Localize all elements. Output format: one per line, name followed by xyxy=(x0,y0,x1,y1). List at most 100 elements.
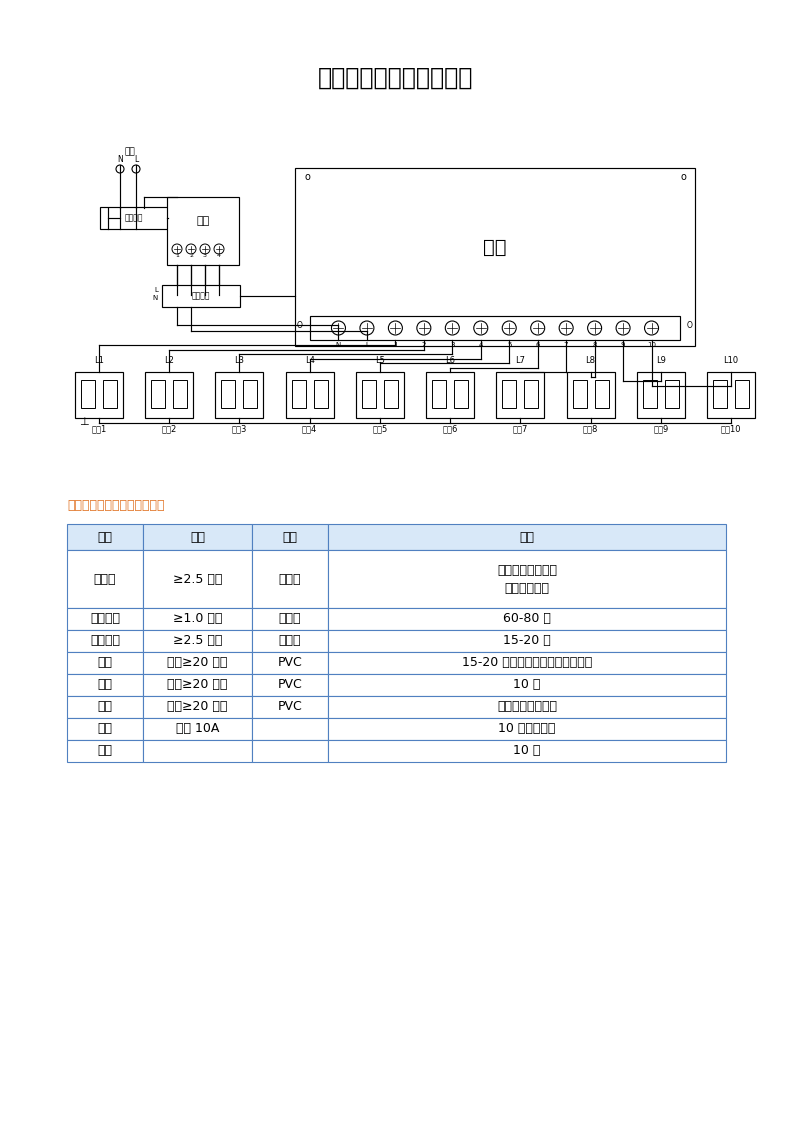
Text: 线管: 线管 xyxy=(98,656,113,670)
Bar xyxy=(151,380,165,408)
Bar xyxy=(252,524,328,550)
Bar xyxy=(454,380,468,408)
Text: 直径≥20 毫米: 直径≥20 毫米 xyxy=(167,656,228,670)
Bar xyxy=(285,373,334,419)
Bar xyxy=(713,380,727,408)
Bar xyxy=(67,550,143,608)
Text: 购买相应长度: 购买相应长度 xyxy=(504,581,550,595)
Text: O: O xyxy=(687,321,693,330)
Text: 材质: 材质 xyxy=(282,531,297,543)
Bar xyxy=(252,718,328,741)
Bar xyxy=(310,316,680,340)
Text: ≥1.0 平方: ≥1.0 平方 xyxy=(173,613,222,625)
Text: 2: 2 xyxy=(189,252,193,258)
Text: 控制火线: 控制火线 xyxy=(90,613,120,625)
Text: L1: L1 xyxy=(94,356,104,365)
Text: 插座5: 插座5 xyxy=(372,424,388,433)
Bar xyxy=(162,285,240,307)
Text: N: N xyxy=(336,342,341,348)
Bar xyxy=(328,550,726,608)
Text: 空气开关: 空气开关 xyxy=(125,213,144,222)
Text: 5: 5 xyxy=(507,342,511,348)
Bar xyxy=(143,629,252,652)
Text: 插座9: 插座9 xyxy=(653,424,668,433)
Text: 弯头: 弯头 xyxy=(98,700,113,714)
Text: L: L xyxy=(154,287,158,293)
Bar xyxy=(143,741,252,762)
Text: 电源线: 电源线 xyxy=(94,572,117,586)
Text: 1: 1 xyxy=(175,252,179,258)
Bar xyxy=(143,652,252,674)
Bar xyxy=(314,380,328,408)
Text: 插座6: 插座6 xyxy=(442,424,458,433)
Bar xyxy=(81,380,95,408)
Text: PVC: PVC xyxy=(278,656,302,670)
Text: 3: 3 xyxy=(450,342,454,348)
Text: 铜芯线: 铜芯线 xyxy=(279,635,301,647)
Text: 根据电源接入距离: 根据电源接入距离 xyxy=(497,563,557,577)
Bar xyxy=(496,373,544,419)
Bar xyxy=(292,380,305,408)
Text: 6: 6 xyxy=(535,342,540,348)
Text: N: N xyxy=(117,155,123,164)
Text: L3: L3 xyxy=(235,356,244,365)
Text: ≥2.5 平方: ≥2.5 平方 xyxy=(173,635,222,647)
Bar xyxy=(143,524,252,550)
Bar xyxy=(145,373,193,419)
Bar xyxy=(67,696,143,718)
Text: L8: L8 xyxy=(585,356,596,365)
Bar xyxy=(643,380,657,408)
Text: 插座: 插座 xyxy=(98,723,113,736)
Bar xyxy=(67,741,143,762)
Bar xyxy=(143,674,252,696)
Bar xyxy=(67,674,143,696)
Bar xyxy=(328,629,726,652)
Bar xyxy=(362,380,376,408)
Text: 铜芯线: 铜芯线 xyxy=(279,613,301,625)
Text: 规格: 规格 xyxy=(190,531,205,543)
Text: 根据转角数量购买: 根据转角数量购买 xyxy=(497,700,557,714)
Text: 数量: 数量 xyxy=(519,531,534,543)
Text: 插座7: 插座7 xyxy=(512,424,528,433)
Bar xyxy=(735,380,749,408)
Bar xyxy=(75,373,123,419)
Text: L: L xyxy=(134,155,138,164)
Bar xyxy=(167,197,239,265)
Bar xyxy=(221,380,236,408)
Text: ⊥: ⊥ xyxy=(79,417,89,427)
Bar xyxy=(328,608,726,629)
Bar xyxy=(328,718,726,741)
Text: L4: L4 xyxy=(305,356,315,365)
Text: 1: 1 xyxy=(393,342,397,348)
Bar xyxy=(67,608,143,629)
Text: 进线: 进线 xyxy=(125,147,136,156)
Text: L: L xyxy=(365,342,369,348)
Text: 15-20 米: 15-20 米 xyxy=(503,635,551,647)
Bar xyxy=(524,380,538,408)
Text: L2: L2 xyxy=(164,356,174,365)
Bar xyxy=(328,696,726,718)
Bar xyxy=(665,380,679,408)
Text: L10: L10 xyxy=(723,356,738,365)
Text: 3: 3 xyxy=(203,252,207,258)
Text: 2: 2 xyxy=(422,342,426,348)
Bar xyxy=(502,380,516,408)
Text: PVC: PVC xyxy=(278,679,302,691)
Bar xyxy=(143,550,252,608)
Text: 插座8: 插座8 xyxy=(583,424,598,433)
Bar xyxy=(173,380,187,408)
Bar xyxy=(295,168,695,346)
Bar xyxy=(252,741,328,762)
Bar xyxy=(566,373,615,419)
Text: 小区电动车充电站接线图: 小区电动车充电站接线图 xyxy=(318,66,473,90)
Text: ≥2.5 平方: ≥2.5 平方 xyxy=(173,572,222,586)
Bar xyxy=(252,629,328,652)
Bar xyxy=(67,524,143,550)
Bar xyxy=(573,380,587,408)
Bar xyxy=(216,373,263,419)
Bar xyxy=(426,373,474,419)
Text: 空气开关: 空气开关 xyxy=(192,292,210,301)
Text: 公共零线: 公共零线 xyxy=(90,635,120,647)
Bar xyxy=(637,373,685,419)
Text: 主板: 主板 xyxy=(483,238,507,257)
